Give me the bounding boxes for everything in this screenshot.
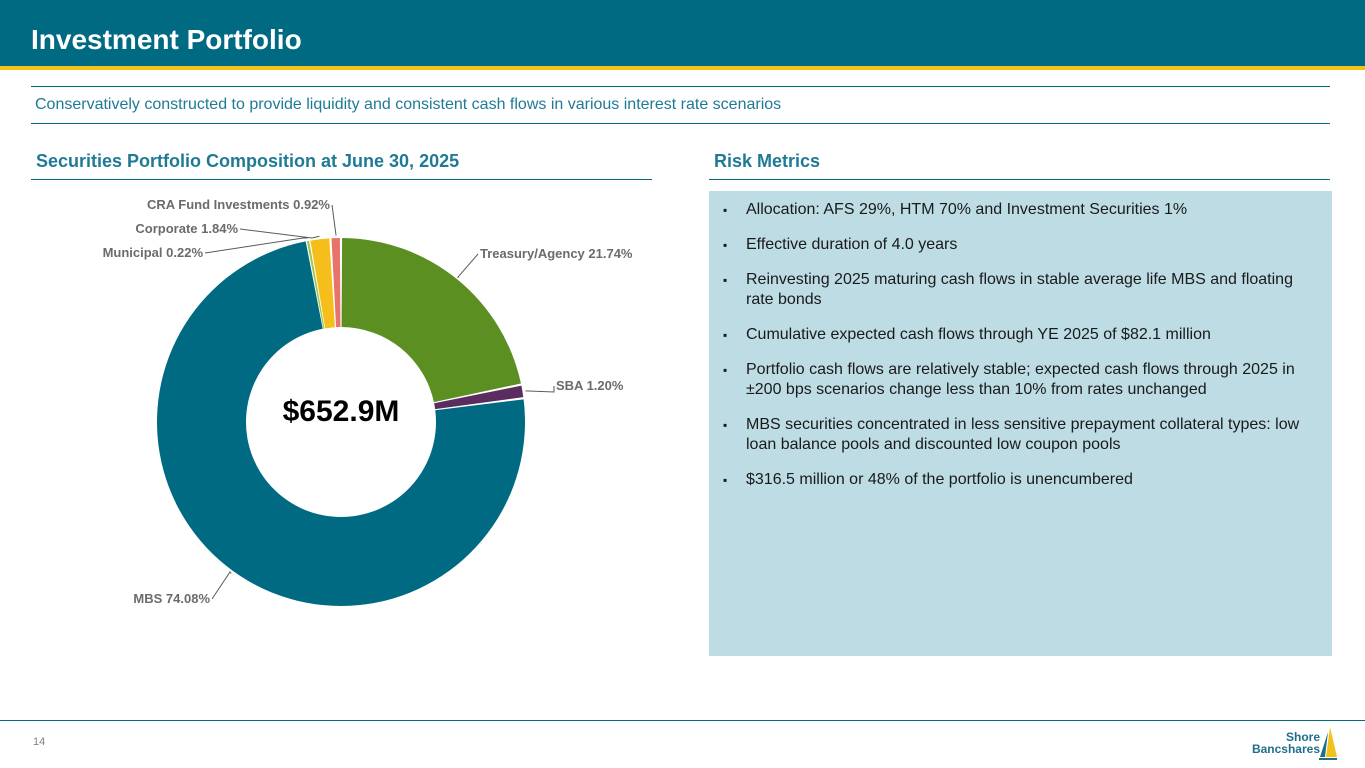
risk-metric-item: ▪ Cumulative expected cash flows through …	[723, 325, 1319, 345]
risk-metric-text: Portfolio cash flows are relatively stab…	[746, 361, 1295, 398]
header-bar	[0, 0, 1365, 66]
risk-metric-item: ▪ Allocation: AFS 29%, HTM 70% and Invest…	[723, 200, 1319, 220]
donut-slice-cra-fund-investments	[331, 238, 341, 328]
page-number: 14	[33, 736, 46, 748]
bullet-icon: ▪	[723, 273, 728, 287]
bullet-icon: ▪	[723, 203, 728, 217]
risk-metric-item: ▪ Reinvesting 2025 maturing cash flows in…	[723, 270, 1319, 310]
risk-metric-item: ▪ Effective duration of 4.0 years	[723, 235, 1319, 255]
risk-metric-text: Allocation: AFS 29%, HTM 70% and Investm…	[746, 201, 1188, 218]
risk-metric-item: ▪ MBS securities concentrated in less sen…	[723, 415, 1319, 455]
bullet-icon: ▪	[723, 418, 728, 432]
donut-slice-municipal	[306, 240, 325, 329]
right-section-divider	[709, 179, 1330, 180]
donut-slice-treasury-agency	[341, 238, 521, 403]
risk-metric-text: MBS securities concentrated in less sens…	[746, 416, 1300, 453]
slice-labels: Treasury/Agency 21.74% SBA 1.20% MBS 74.08…	[103, 197, 633, 606]
leader-line	[211, 571, 232, 600]
leader-line	[525, 386, 555, 393]
left-section-divider	[31, 179, 652, 180]
portfolio-donut-chart: Treasury/Agency 21.74% SBA 1.20% MBS 74.08…	[103, 197, 633, 606]
bullet-icon: ▪	[723, 363, 728, 377]
logo-text-line1: Shore	[1285, 730, 1320, 744]
risk-metric-text: Reinvesting 2025 maturing cash flows in …	[746, 271, 1293, 308]
portfolio-total-value: $652.9M	[283, 395, 400, 428]
bullet-icon: ▪	[723, 473, 728, 487]
risk-metrics-list: ▪ Allocation: AFS 29%, HTM 70% and Invest…	[723, 200, 1319, 505]
donut-slice-corporate	[310, 238, 335, 329]
logo-text-line2: Bancshares	[1251, 742, 1320, 756]
leader-line	[331, 204, 337, 236]
donut-slice-mbs	[157, 241, 526, 606]
risk-metrics-title: Risk Metrics	[714, 151, 821, 171]
sailboat-icon	[1319, 727, 1337, 760]
risk-metrics-panel: ▪ Allocation: AFS 29%, HTM 70% and Invest…	[709, 191, 1332, 656]
slice-label: SBA 1.20%	[556, 378, 624, 393]
page-title: Investment Portfolio	[31, 24, 302, 55]
shore-bancshares-logo: Shore Bancshares	[1251, 726, 1344, 762]
leader-line	[239, 228, 320, 239]
risk-metric-text: $316.5 million or 48% of the portfolio i…	[746, 471, 1133, 488]
risk-metric-text: Cumulative expected cash flows through Y…	[746, 326, 1211, 343]
header-accent-stripe	[0, 66, 1365, 70]
slice-label: Treasury/Agency 21.74%	[480, 246, 633, 261]
risk-metric-item: ▪ $316.5 million or 48% of the portfolio …	[723, 470, 1319, 490]
slice-label: MBS 74.08%	[133, 591, 210, 606]
subtitle-text: Conservatively constructed to provide li…	[35, 96, 782, 113]
portfolio-composition-title: Securities Portfolio Composition at June…	[36, 151, 460, 171]
label-leader-lines	[204, 204, 555, 600]
donut-slice-sba	[434, 385, 524, 410]
leader-line	[204, 237, 308, 254]
slice-label: Municipal 0.22%	[103, 245, 204, 260]
bullet-icon: ▪	[723, 238, 728, 252]
risk-metric-item: ▪ Portfolio cash flows are relatively sta…	[723, 360, 1319, 400]
leader-line	[456, 253, 479, 278]
slice-label: CRA Fund Investments 0.92%	[147, 197, 330, 212]
risk-metric-text: Effective duration of 4.0 years	[746, 236, 958, 253]
slice-label: Corporate 1.84%	[135, 221, 238, 236]
footer-divider	[0, 720, 1365, 721]
subtitle-banner: Conservatively constructed to provide li…	[31, 86, 1330, 124]
donut-slices	[157, 238, 526, 606]
bullet-icon: ▪	[723, 328, 728, 342]
